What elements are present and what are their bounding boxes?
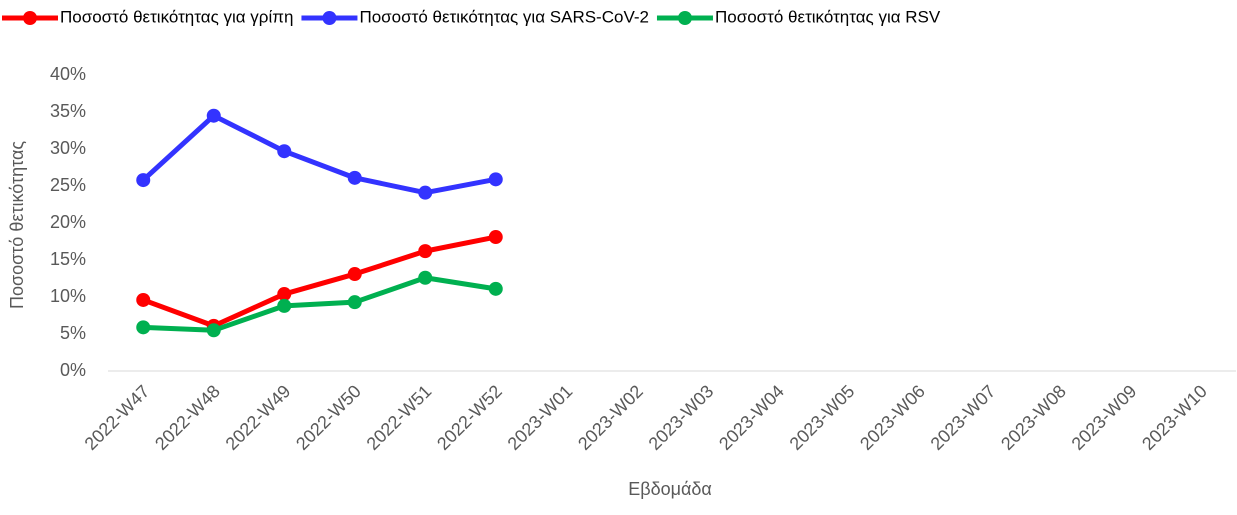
legend-label: Ποσοστό θετικότητας για γρίπη xyxy=(60,7,293,26)
point xyxy=(136,320,151,335)
point xyxy=(488,172,503,187)
point xyxy=(206,323,221,338)
x-tick-label: 2023-W01 xyxy=(504,381,577,454)
x-tick-label: 2023-W03 xyxy=(645,381,718,454)
x-tick-label: 2022-W48 xyxy=(151,381,224,454)
point xyxy=(488,230,503,245)
y-tick-label: 30% xyxy=(50,138,86,158)
x-tick-label: 2023-W06 xyxy=(856,381,929,454)
y-tick-label: 5% xyxy=(60,323,86,343)
y-tick-label: 40% xyxy=(50,64,86,84)
y-tick-label: 20% xyxy=(50,212,86,232)
x-axis-label: Εβδομάδα xyxy=(628,479,712,499)
x-tick-label: 2023-W10 xyxy=(1138,381,1211,454)
y-tick-label: 15% xyxy=(50,249,86,269)
x-tick-label: 2023-W04 xyxy=(715,381,788,454)
point xyxy=(488,281,503,296)
series-line xyxy=(142,234,497,329)
legend-marker xyxy=(677,11,692,25)
legend-marker xyxy=(23,11,37,25)
y-tick-label: 10% xyxy=(50,286,86,306)
x-tick-label: 2023-W07 xyxy=(927,381,1000,454)
point xyxy=(347,267,362,282)
point xyxy=(206,108,221,123)
point xyxy=(347,170,362,185)
point xyxy=(277,298,292,313)
x-tick-label: 2022-W51 xyxy=(363,381,436,454)
point xyxy=(347,295,362,310)
legend-label: Ποσοστό θετικότητας για SARS-CoV-2 xyxy=(359,7,649,26)
y-tick-label: 35% xyxy=(50,101,86,121)
x-tick-label: 2023-W08 xyxy=(997,381,1070,454)
x-tick-label: 2022-W52 xyxy=(433,381,506,454)
point xyxy=(277,144,292,159)
series-line xyxy=(143,275,497,333)
x-tick-label: 2023-W09 xyxy=(1068,381,1141,454)
legend-marker xyxy=(322,11,337,25)
legend-label: Ποσοστό θετικότητας για RSV xyxy=(715,7,941,26)
series-line xyxy=(141,113,497,196)
x-tick-label: 2023-W02 xyxy=(574,381,647,454)
y-tick-label: 0% xyxy=(60,360,86,380)
point xyxy=(136,173,151,188)
point xyxy=(418,244,433,259)
x-tick-label: 2023-W05 xyxy=(786,381,859,454)
y-tick-label: 25% xyxy=(50,175,86,195)
x-tick-label: 2022-W47 xyxy=(81,381,154,454)
x-tick-label: 2022-W49 xyxy=(222,381,295,454)
point xyxy=(277,287,292,302)
y-axis-label: Ποσοστό θετικότητας xyxy=(7,141,27,309)
point xyxy=(136,292,151,307)
x-tick-label: 2022-W50 xyxy=(292,381,365,454)
point xyxy=(418,185,433,200)
point xyxy=(418,270,433,285)
